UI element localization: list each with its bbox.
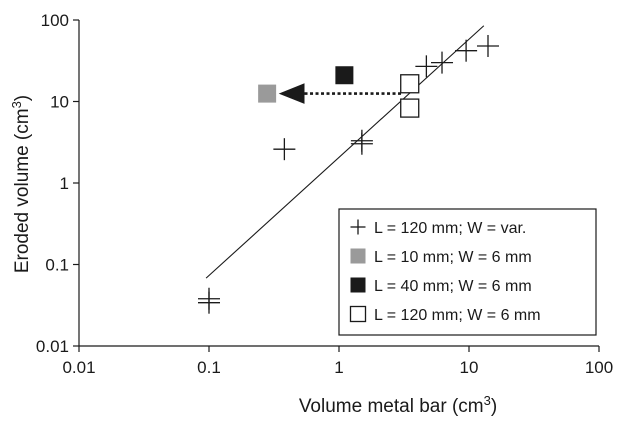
legend-box [338,208,597,336]
x-tick-label: 0.1 [197,358,221,377]
data-point [273,138,296,161]
data-point [258,84,277,103]
data-point [455,39,478,62]
legend-marker [350,248,366,264]
data-point [335,66,354,85]
data-point [400,98,420,118]
axes: 0.01 0.1 1 10 100 0.01 0.1 1 10 100 [36,11,613,377]
legend-marker [349,305,367,323]
legend-entry-label: L = 10 mm; W = 6 mm [374,249,532,266]
data-points [198,34,499,314]
x-tick-label: 0.01 [62,358,95,377]
x-tick-label: 10 [460,358,479,377]
y-axis-label-sup: 3 [9,101,24,108]
legend-marker [350,277,366,293]
data-point [431,51,454,74]
y-tick-label: 100 [41,11,69,30]
data-point [198,291,220,314]
legend-entry-label: L = 120 mm; W = var. [374,220,526,237]
x-tick-label: 100 [585,358,613,377]
y-tick-label: 0.1 [45,256,69,275]
x-tick-label: 1 [334,358,343,377]
legend: L = 120 mm; W = var. L = 10 mm; W = 6 mm L… [338,208,597,336]
y-tick-label: 1 [60,174,69,193]
legend-entry-label: L = 120 mm; W = 6 mm [374,307,541,324]
trend-line [205,25,485,279]
legend-marker [350,219,366,235]
data-point [400,74,420,94]
legend-entry-label: L = 40 mm; W = 6 mm [374,278,532,295]
data-point [415,55,438,78]
y-tick-label: 0.01 [36,337,69,356]
y-axis-label: Eroded volume (cm3) [9,95,33,273]
y-tick-label: 10 [50,93,69,112]
data-point [350,132,373,155]
x-axis-label-sup: 3 [484,393,491,408]
data-point [476,34,499,57]
x-axis-label: Volume metal bar (cm3) [299,393,497,417]
fit-line [205,25,485,279]
